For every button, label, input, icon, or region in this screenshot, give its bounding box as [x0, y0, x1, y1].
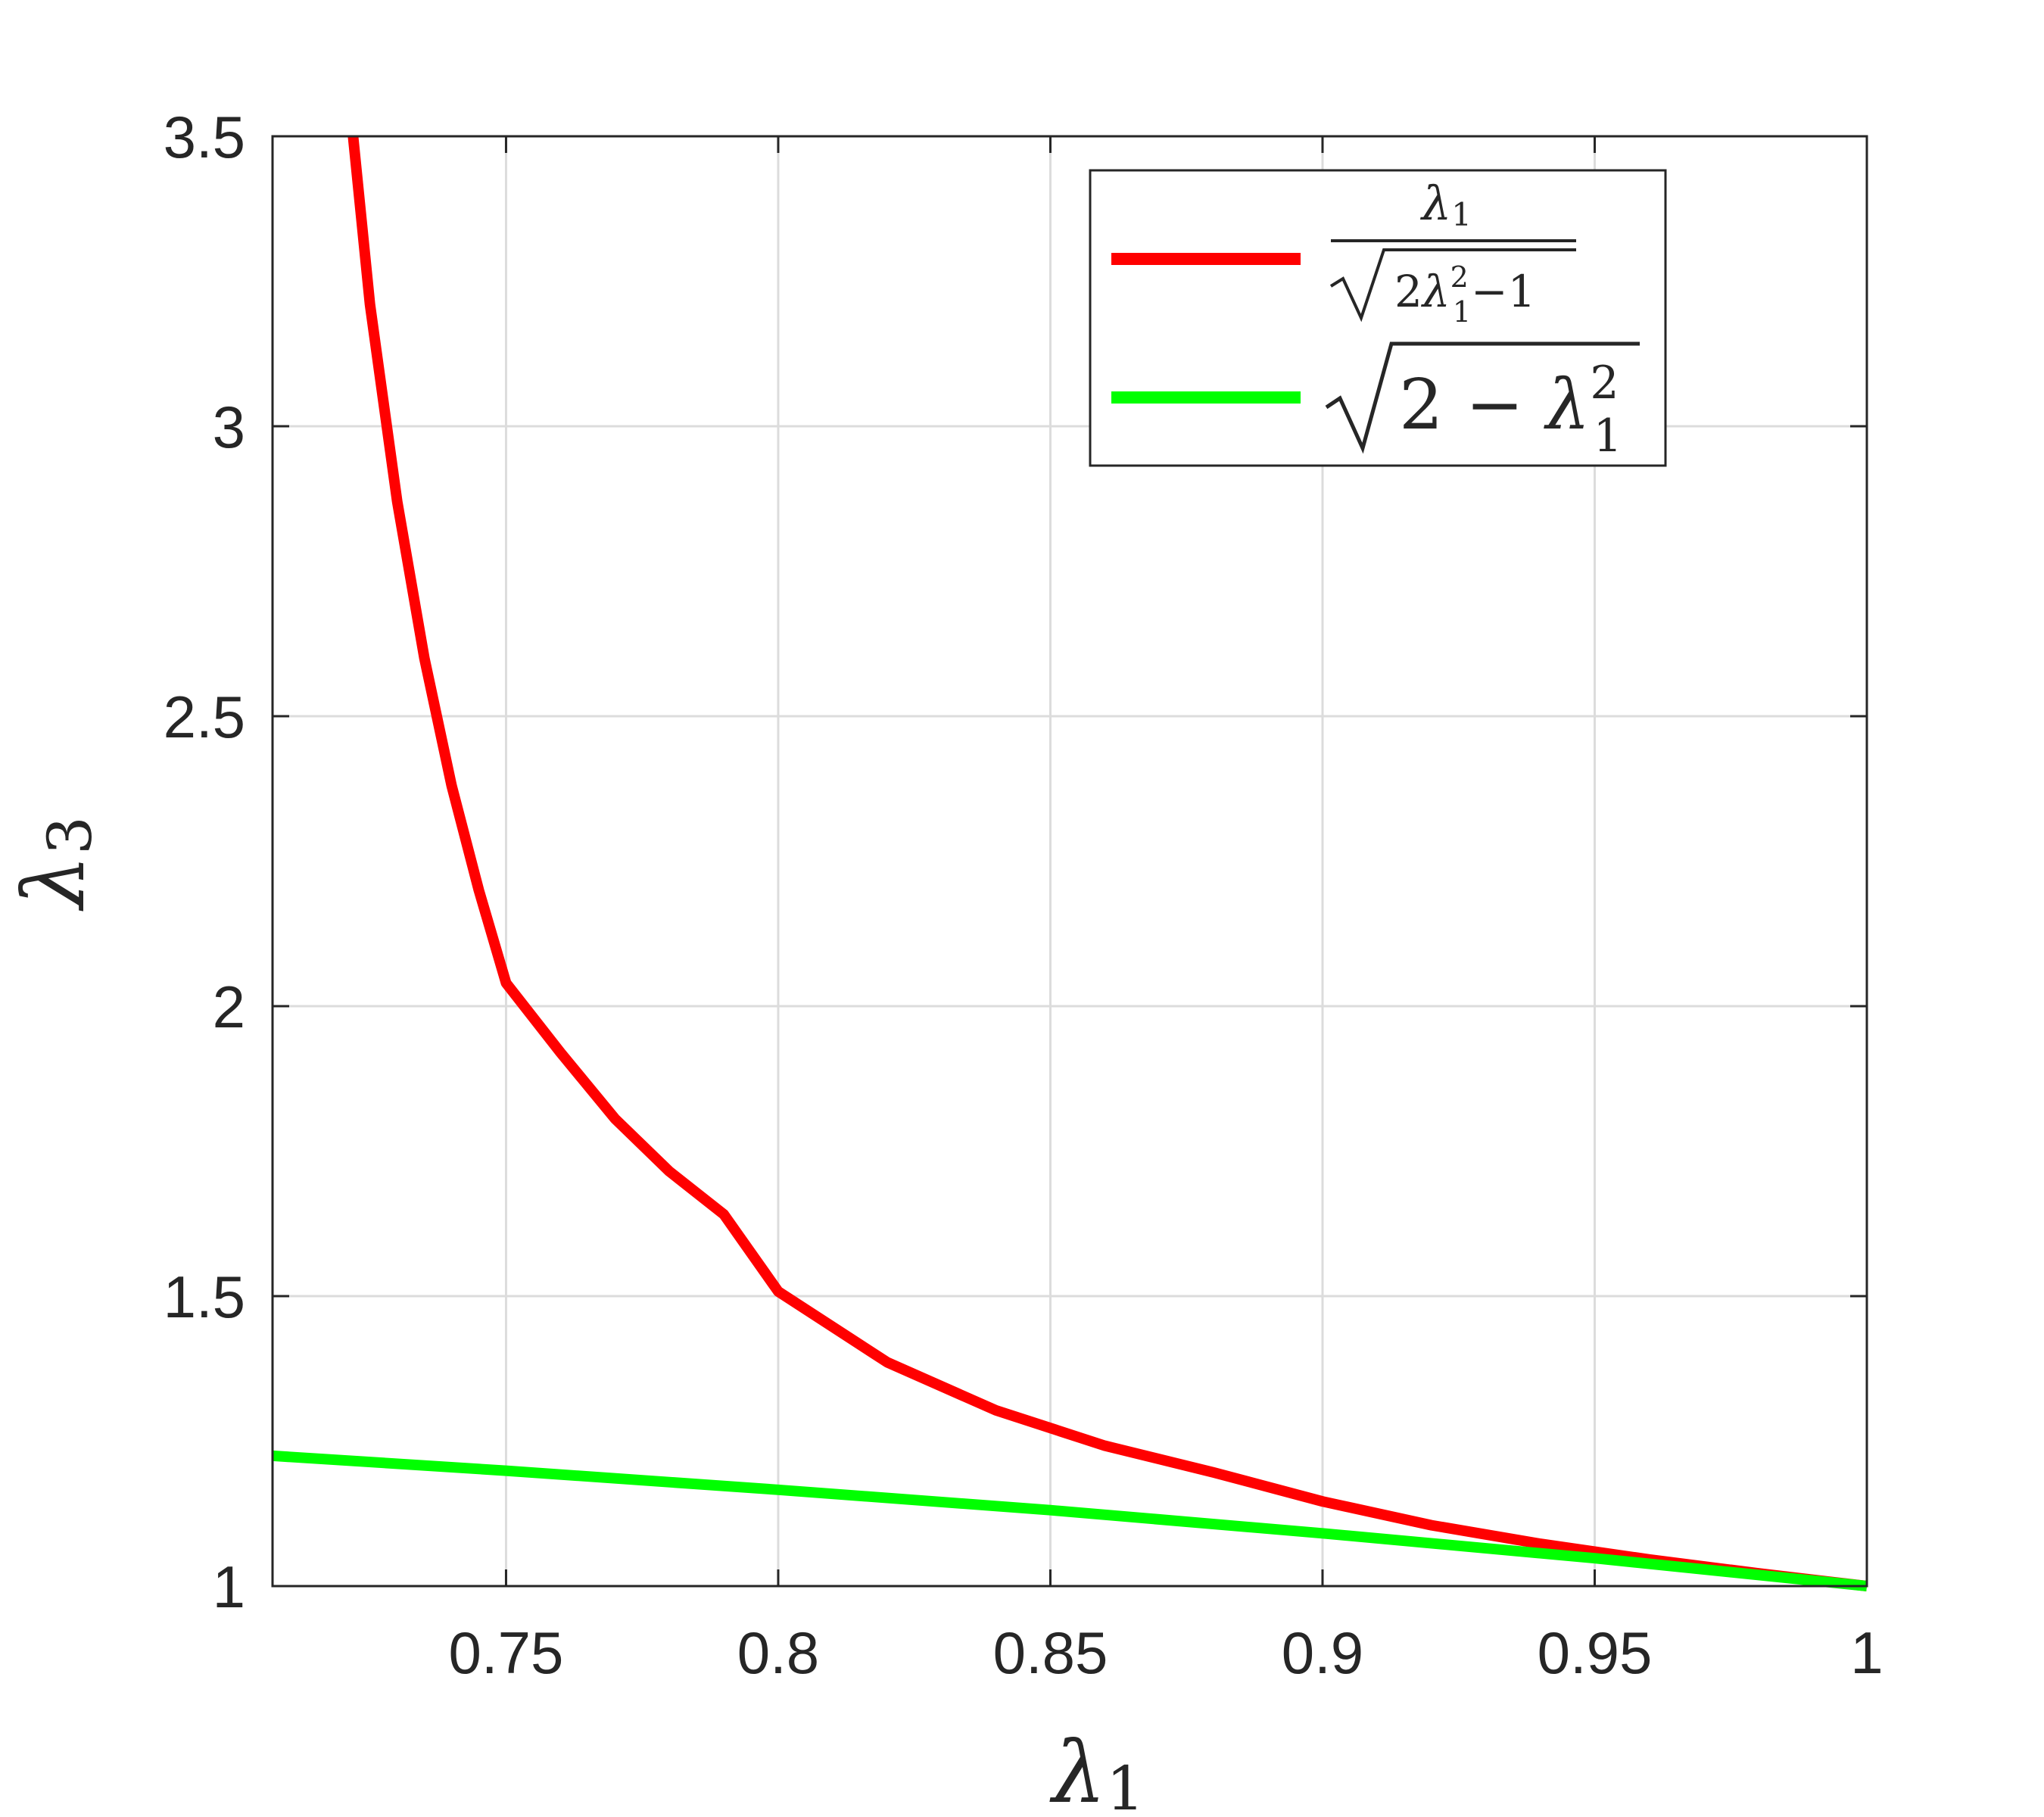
series-layer	[272, 136, 1868, 1591]
ticks	[273, 135, 1868, 1588]
series-line-red	[347, 136, 1868, 1591]
series-line-green	[272, 1450, 1868, 1591]
tick-labels: 0.75 0.8 0.85 0.9 0.95 1 1 1.5 2 2.5 3 3.5	[164, 104, 1884, 1686]
y-tick-label: 1	[213, 1554, 245, 1620]
x-tick-label: 0.8	[737, 1619, 819, 1686]
x-tick-label: 0.9	[1282, 1619, 1363, 1686]
x-tick-label: 1	[1850, 1619, 1883, 1686]
x-tick-label: 0.85	[993, 1619, 1108, 1686]
y-axis-label: λ3	[5, 816, 105, 912]
y-tick-label: 3.5	[164, 104, 245, 170]
svg-text:2 − λ21: 2 − λ2 1	[1399, 357, 1622, 463]
legend-entry-green: 2 − λ2 1	[1325, 341, 1640, 463]
y-tick-label: 1.5	[164, 1264, 245, 1330]
x-tick-label: 0.75	[449, 1619, 564, 1686]
y-tick-label: 2.5	[164, 684, 245, 750]
plot-frame	[271, 135, 1868, 1588]
y-tick-label: 3	[213, 394, 245, 460]
x-tick-label: 0.95	[1538, 1619, 1653, 1686]
y-tick-label: 2	[213, 974, 245, 1040]
legend-box	[1089, 169, 1667, 467]
x-axis-label: λ1	[1049, 1724, 1145, 1817]
legend: λ1 2λ2 1−1 2 − λ2 1	[1089, 169, 1667, 467]
